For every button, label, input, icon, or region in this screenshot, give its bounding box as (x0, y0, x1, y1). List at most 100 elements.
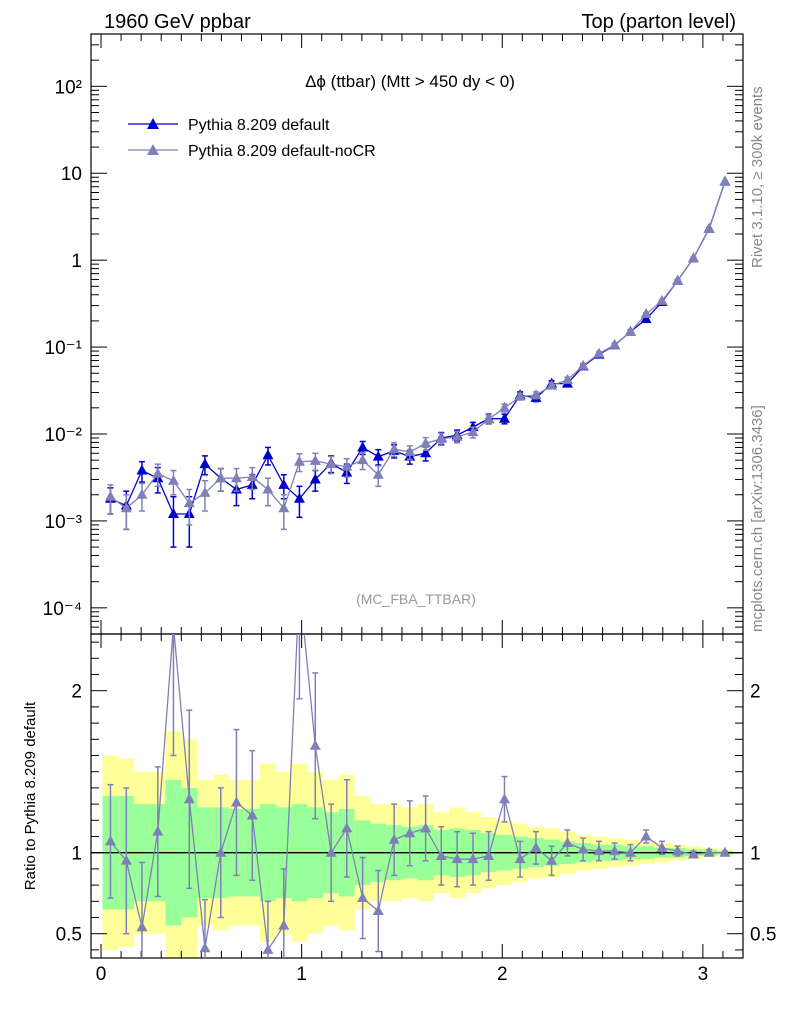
tick-labels: 0 1 2 3 10⁻⁴ 10⁻³ 10⁻² 10⁻¹ 1 10 10² 0.5 0.5 1 1 2 2 (43, 77, 777, 985)
ratio-point (593, 845, 605, 856)
data-point (420, 447, 432, 458)
data-point (467, 426, 479, 437)
x-tick-label: 3 (698, 964, 709, 985)
data-point (719, 175, 731, 186)
ratio-point (183, 793, 195, 804)
axis-ticks (91, 33, 744, 958)
ratio-point (120, 854, 132, 865)
ratio-point (451, 853, 463, 864)
data-point (498, 401, 510, 412)
data-point (230, 472, 242, 483)
data-point (309, 454, 321, 465)
legend-marker-default (147, 118, 159, 129)
data-point (246, 471, 258, 482)
ratio-point (656, 841, 668, 852)
data-point (687, 252, 699, 263)
data-point (388, 443, 400, 454)
ratio-point (215, 846, 227, 857)
main-series (104, 175, 731, 548)
data-point (167, 508, 179, 519)
ratio-point (168, 620, 179, 630)
data-point (624, 326, 636, 337)
ratio-point (561, 836, 573, 847)
ratio-frame (90, 633, 744, 959)
data-point (593, 347, 605, 358)
y-tick-label: 10⁻² (45, 425, 83, 446)
ratio-point (294, 579, 305, 589)
ratio-point (530, 841, 542, 852)
y-tick-label: 10⁻³ (45, 512, 83, 533)
data-point (136, 488, 148, 499)
data-point (514, 390, 526, 401)
ratio-point (372, 905, 384, 916)
data-point (199, 486, 211, 497)
data-point (199, 458, 211, 469)
data-point (120, 502, 132, 513)
data-point (262, 483, 274, 494)
x-tick-label: 0 (96, 964, 107, 985)
ratio-y-tick-label-left: 0.5 (56, 925, 82, 946)
data-point (420, 437, 432, 448)
ratio-point (498, 793, 510, 804)
data-point (152, 467, 164, 478)
ratio-point (199, 942, 211, 953)
data-point (404, 446, 416, 457)
data-point (325, 458, 337, 469)
data-point (278, 478, 290, 489)
ratio-point (624, 846, 636, 857)
ratio-point (609, 845, 621, 856)
legend-label-nocr: Pythia 8.209 default-noCR (188, 143, 376, 160)
watermark: (MC_FBA_TTBAR) (356, 591, 476, 607)
data-point (483, 413, 495, 424)
ratio-point (230, 796, 242, 807)
y-tick-label: 10⁻¹ (45, 338, 83, 359)
series-line-1 (110, 181, 726, 510)
data-point (357, 441, 369, 452)
mcplots-label: mcplots.cern.ch [arXiv:1306.3436] (749, 405, 766, 632)
data-point (640, 313, 652, 324)
ratio-point (404, 827, 416, 838)
data-point (293, 492, 305, 503)
header-right: Top (parton level) (581, 11, 736, 33)
chart-title: Δϕ (ttbar) (Mtt > 450 dy < 0) (305, 72, 515, 91)
data-point (435, 432, 447, 443)
data-point (167, 474, 179, 485)
ratio-point (546, 854, 558, 865)
data-point (640, 308, 652, 319)
data-point (183, 497, 195, 508)
ratio-point (262, 943, 274, 954)
ratio-point (577, 843, 589, 854)
header-left: 1960 GeV ppbar (104, 11, 251, 33)
ratio-point (341, 822, 353, 833)
data-point (293, 455, 305, 466)
ratio-point (136, 921, 148, 932)
ratio-point (278, 919, 290, 930)
ratio-point (703, 846, 715, 857)
data-point (546, 379, 558, 390)
ratio-point (152, 825, 164, 836)
ratio-y-tick-label-left: 2 (71, 682, 82, 703)
ratio-series (91, 579, 743, 958)
ratio-point (719, 846, 731, 857)
ratio-point (325, 846, 337, 857)
ratio-point (640, 830, 652, 841)
ratio-point (309, 739, 321, 750)
data-point (656, 294, 668, 305)
ratio-point (246, 809, 258, 820)
ratio-point (435, 849, 447, 860)
ratio-point (104, 835, 116, 846)
data-point (703, 222, 715, 233)
data-point (104, 490, 116, 501)
y-tick-label: 10⁻⁴ (43, 599, 82, 620)
data-point (561, 373, 573, 384)
x-tick-label: 1 (296, 964, 307, 985)
y-tick-label: 10 (61, 164, 82, 185)
legend: Pythia 8.209 default Pythia 8.209 defaul… (128, 117, 376, 160)
data-point (498, 412, 510, 423)
data-point (609, 338, 621, 349)
ratio-point (467, 853, 479, 864)
data-point (357, 454, 369, 465)
ratio-y-tick-label-left: 1 (71, 844, 82, 865)
rivet-label: Rivet 3.1.10, ≥ 300k events (749, 86, 766, 268)
